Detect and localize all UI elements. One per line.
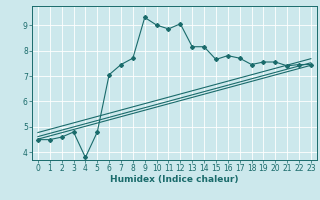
X-axis label: Humidex (Indice chaleur): Humidex (Indice chaleur) xyxy=(110,175,239,184)
